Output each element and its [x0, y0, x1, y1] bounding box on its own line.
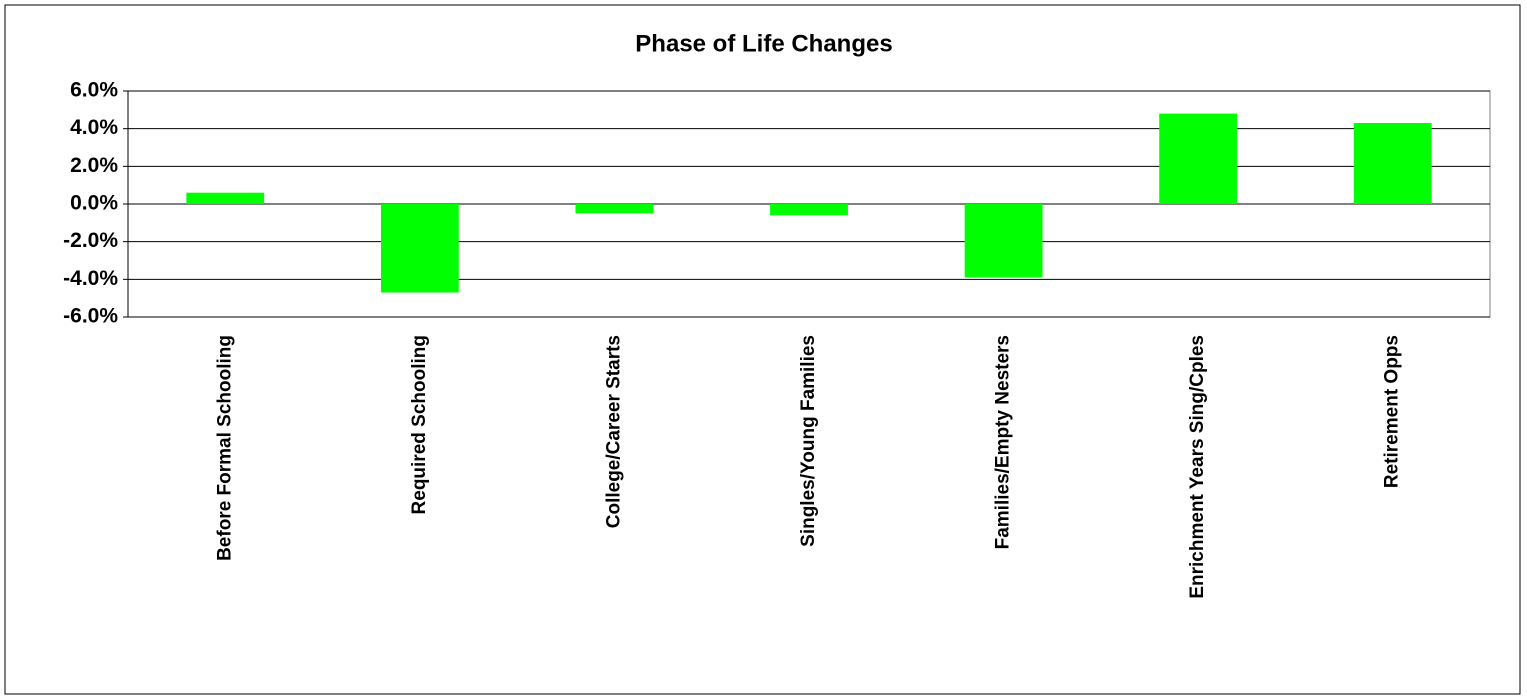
- y-tick-label: -6.0%: [63, 305, 118, 328]
- bar: [380, 204, 459, 293]
- bar: [575, 204, 654, 214]
- bar: [770, 204, 848, 216]
- y-tick-label: 0.0%: [70, 192, 118, 215]
- x-tick-label: Retirement Opps: [1382, 335, 1403, 488]
- chart-title: Phase of Life Changes: [635, 30, 892, 57]
- bar: [1159, 113, 1238, 204]
- x-tick-label: Families/Empty Nesters: [993, 335, 1014, 549]
- y-tick-label: 6.0%: [70, 79, 118, 102]
- x-tick-label: Before Formal Schooling: [214, 335, 235, 561]
- x-tick-label: Enrichment Years Sing/Cples: [1187, 335, 1208, 599]
- bar: [186, 192, 265, 204]
- x-tick-label: Required Schooling: [409, 335, 430, 514]
- bar: [1353, 123, 1432, 204]
- y-tick-label: -2.0%: [63, 229, 118, 252]
- y-tick-label: 4.0%: [70, 116, 118, 139]
- x-tick-label: Singles/Young Families: [798, 335, 819, 547]
- x-tick-label: College/Career Starts: [603, 335, 624, 528]
- bar: [964, 204, 1043, 278]
- y-tick-label: 2.0%: [70, 154, 118, 177]
- y-tick-label: -4.0%: [63, 267, 118, 290]
